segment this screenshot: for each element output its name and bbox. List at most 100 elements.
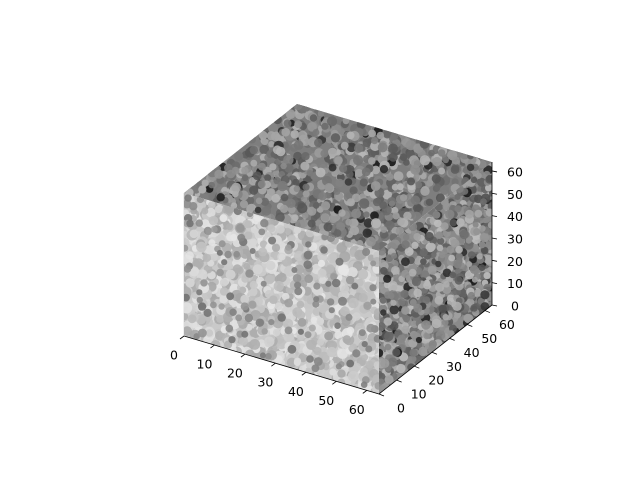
- scatter-point: [189, 229, 199, 239]
- scatter-point: [475, 172, 482, 179]
- y-tick-label: 40: [464, 345, 480, 360]
- scatter-point: [226, 292, 235, 301]
- scatter-point: [241, 166, 249, 175]
- scatter-point: [466, 163, 475, 172]
- scatter-point: [280, 193, 289, 202]
- scatter-point: [317, 268, 327, 278]
- z-tick-label: 50: [507, 187, 523, 202]
- scatter-point: [261, 328, 268, 335]
- scatter-point: [255, 197, 263, 205]
- scatter-point: [284, 298, 293, 308]
- scatter-point: [236, 223, 245, 233]
- scatter-point: [419, 155, 431, 166]
- scatter-point: [463, 313, 473, 323]
- scatter-point: [477, 177, 486, 187]
- scatter-point: [297, 203, 308, 214]
- scatter-point: [198, 185, 207, 194]
- scatter-point: [210, 340, 221, 350]
- scatter-point: [268, 319, 275, 326]
- scatter-point: [392, 348, 401, 357]
- y-axis-line: [378, 304, 493, 395]
- scatter-point: [265, 242, 276, 253]
- scatter-point: [467, 152, 474, 160]
- scatter-point: [483, 272, 491, 280]
- scatter-point: [443, 281, 450, 288]
- scatter-point: [214, 169, 224, 179]
- scatter-point: [219, 295, 228, 304]
- scatter-point: [410, 164, 421, 175]
- scatter-point: [465, 237, 472, 244]
- scatter-point: [232, 264, 242, 274]
- scatter-point: [204, 245, 215, 255]
- scatter-point: [349, 225, 360, 236]
- scatter-point: [400, 194, 408, 202]
- scatter-point: [328, 307, 335, 314]
- scatter-point: [281, 127, 291, 137]
- scatter-point: [388, 357, 398, 367]
- scatter-point: [413, 233, 422, 241]
- scatter-point: [280, 162, 287, 170]
- scatter-point: [391, 284, 398, 291]
- scatter-point: [396, 363, 406, 374]
- scatter-point: [293, 357, 302, 365]
- scatter-point: [468, 251, 476, 259]
- scatter-point: [384, 343, 392, 351]
- scatter-point: [250, 159, 258, 167]
- scatter-point: [425, 198, 434, 206]
- scatter-point: [449, 271, 457, 279]
- scatter-point: [403, 211, 412, 220]
- scatter-point: [392, 273, 400, 282]
- scatter-point: [277, 313, 286, 322]
- scatter-point: [456, 218, 465, 227]
- scatter-point: [206, 207, 216, 218]
- y-tick-mark: [396, 379, 402, 383]
- scatter-point: [432, 156, 442, 167]
- y-tick-mark: [378, 393, 385, 397]
- scatter-point: [303, 250, 313, 260]
- scatter-point: [473, 228, 481, 236]
- scatter-point: [450, 165, 460, 174]
- scatter-point: [334, 330, 343, 340]
- scatter-point: [327, 147, 338, 157]
- scatter-point: [401, 325, 410, 334]
- scatter-point: [399, 153, 408, 161]
- scatter-point: [329, 214, 338, 224]
- scatter-point: [420, 258, 427, 265]
- scatter-point: [363, 301, 372, 310]
- scatter-point: [347, 267, 358, 278]
- scatter-point: [346, 142, 357, 153]
- scatter-point: [397, 218, 405, 226]
- scatter-point: [403, 159, 410, 166]
- scatter-point: [442, 268, 452, 278]
- scatter-point: [232, 190, 239, 198]
- scatter-point: [419, 138, 430, 149]
- scatter-point: [439, 185, 450, 195]
- scatter-point: [345, 313, 353, 321]
- scatter-point: [186, 219, 194, 228]
- scatter-point: [261, 206, 272, 216]
- scatter-point: [312, 202, 320, 209]
- scatter-point: [337, 348, 348, 360]
- scatter-point: [454, 205, 462, 213]
- scatter-point: [410, 195, 421, 205]
- scatter-point: [297, 130, 308, 141]
- scatter-point: [285, 244, 292, 251]
- scatter-point: [277, 180, 288, 192]
- scatter-point: [221, 259, 228, 266]
- scatter-point: [398, 298, 406, 307]
- scatter-point: [441, 319, 449, 326]
- face-top-points: [184, 104, 492, 251]
- scatter-point: [392, 212, 400, 220]
- scatter-point: [371, 165, 381, 175]
- scatter-point: [201, 179, 209, 187]
- scatter-point: [307, 219, 316, 228]
- scatter-point: [184, 302, 193, 314]
- scatter-point: [200, 279, 208, 287]
- scatter-point: [401, 257, 410, 267]
- scatter-point: [359, 178, 368, 187]
- scatter-point: [371, 137, 379, 145]
- scatter-point: [341, 285, 350, 294]
- scatter-point: [307, 206, 317, 216]
- scatter-point: [438, 304, 447, 314]
